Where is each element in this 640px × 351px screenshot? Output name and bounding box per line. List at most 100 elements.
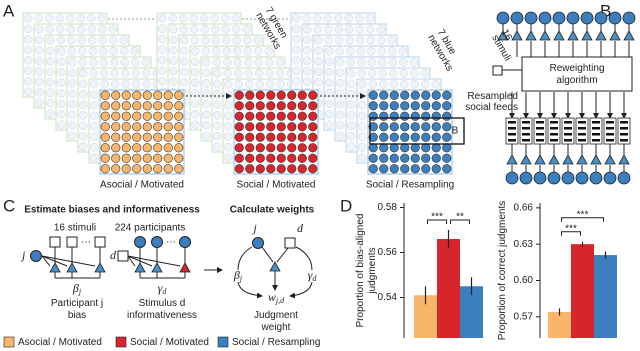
ghost-node: [56, 36, 65, 45]
node: [431, 90, 441, 100]
node: [617, 171, 631, 185]
node: [163, 90, 173, 100]
feed-item: [606, 133, 614, 136]
ghost-node: [303, 35, 312, 44]
node: [297, 153, 307, 163]
feed-item: [522, 121, 530, 124]
significance-bracket: [561, 217, 604, 222]
node: [421, 122, 431, 132]
ghost-node: [90, 153, 99, 162]
count: 224 participants: [115, 223, 186, 234]
ghost-node: [191, 120, 200, 129]
triangle: [581, 30, 593, 41]
node: [252, 237, 264, 249]
node: [276, 153, 286, 163]
ghost-node: [254, 58, 263, 67]
node: [594, 11, 608, 25]
ghost-node: [346, 58, 355, 67]
ghost-node: [325, 120, 334, 129]
node: [622, 11, 636, 25]
bar: [414, 295, 437, 338]
ghost-node: [158, 56, 167, 65]
node: [410, 90, 420, 100]
node: [255, 143, 265, 153]
triangle: [618, 154, 630, 165]
ghost-node: [90, 143, 99, 152]
ghost-node: [224, 80, 233, 89]
y-tick-label: 0.54: [378, 292, 398, 303]
feed-item: [550, 139, 558, 142]
ghost-node: [314, 57, 323, 66]
significance-bracket: [561, 231, 581, 236]
ghost-node: [431, 80, 440, 89]
node: [132, 143, 142, 153]
node: [308, 153, 318, 163]
node: [245, 153, 255, 163]
ghost-node: [213, 100, 222, 109]
ghost-node: [212, 47, 221, 56]
legend-swatch: [217, 336, 229, 348]
ghost-node: [323, 14, 332, 23]
ghost-node: [190, 36, 199, 45]
ghost-node: [46, 109, 55, 118]
ghost-node: [276, 69, 285, 78]
ellipsis: ···: [81, 237, 91, 248]
inset-box: [369, 117, 465, 145]
ghost-node: [224, 122, 233, 131]
ghost-node: [158, 24, 167, 33]
label-line: algorithm: [556, 75, 597, 86]
node: [142, 143, 152, 153]
node: [174, 132, 184, 142]
node: [442, 111, 452, 121]
node: [132, 90, 142, 100]
ghost-node: [180, 57, 189, 66]
node: [410, 143, 420, 153]
symbol-sub: j,d: [275, 296, 285, 305]
ghost-node: [224, 90, 233, 99]
feed-item: [508, 127, 516, 130]
node: [580, 11, 594, 25]
node: [421, 111, 431, 121]
ghost-node: [358, 143, 367, 152]
ghost-node: [313, 14, 322, 23]
ghost-node: [242, 25, 251, 34]
feed-item: [578, 121, 586, 124]
ghost-node: [232, 25, 241, 34]
triangle: [609, 30, 621, 41]
triangle: [94, 262, 106, 273]
node: [234, 90, 244, 100]
node: [234, 122, 244, 132]
ghost-node: [255, 69, 264, 78]
edge: [127, 255, 136, 267]
feed-item: [564, 133, 572, 136]
node: [389, 132, 399, 142]
triangle: [595, 30, 607, 41]
significance-label: ***: [565, 223, 577, 234]
ghost-node: [303, 46, 312, 55]
node: [287, 164, 297, 174]
ghost-node: [201, 36, 210, 45]
label-line: informativeness: [127, 310, 197, 321]
ghost-node: [111, 80, 120, 89]
ghost-node: [88, 47, 97, 56]
ghost-node: [55, 14, 64, 23]
ghost-node: [79, 111, 88, 120]
legend-label: Social / Resampling: [232, 337, 320, 348]
node: [174, 143, 184, 153]
node: [505, 171, 519, 185]
feed-item: [592, 139, 600, 142]
node: [297, 111, 307, 121]
node: [111, 143, 121, 153]
node: [379, 111, 389, 121]
triangle: [269, 261, 281, 272]
ghost-node: [78, 58, 87, 67]
ghost-node: [244, 69, 253, 78]
node: [287, 122, 297, 132]
edge: [237, 246, 262, 296]
ghost-node: [224, 132, 233, 141]
node: [400, 164, 410, 174]
ghost-node: [68, 68, 77, 77]
ghost-node: [169, 35, 178, 44]
node: [142, 153, 152, 163]
node: [111, 164, 121, 174]
